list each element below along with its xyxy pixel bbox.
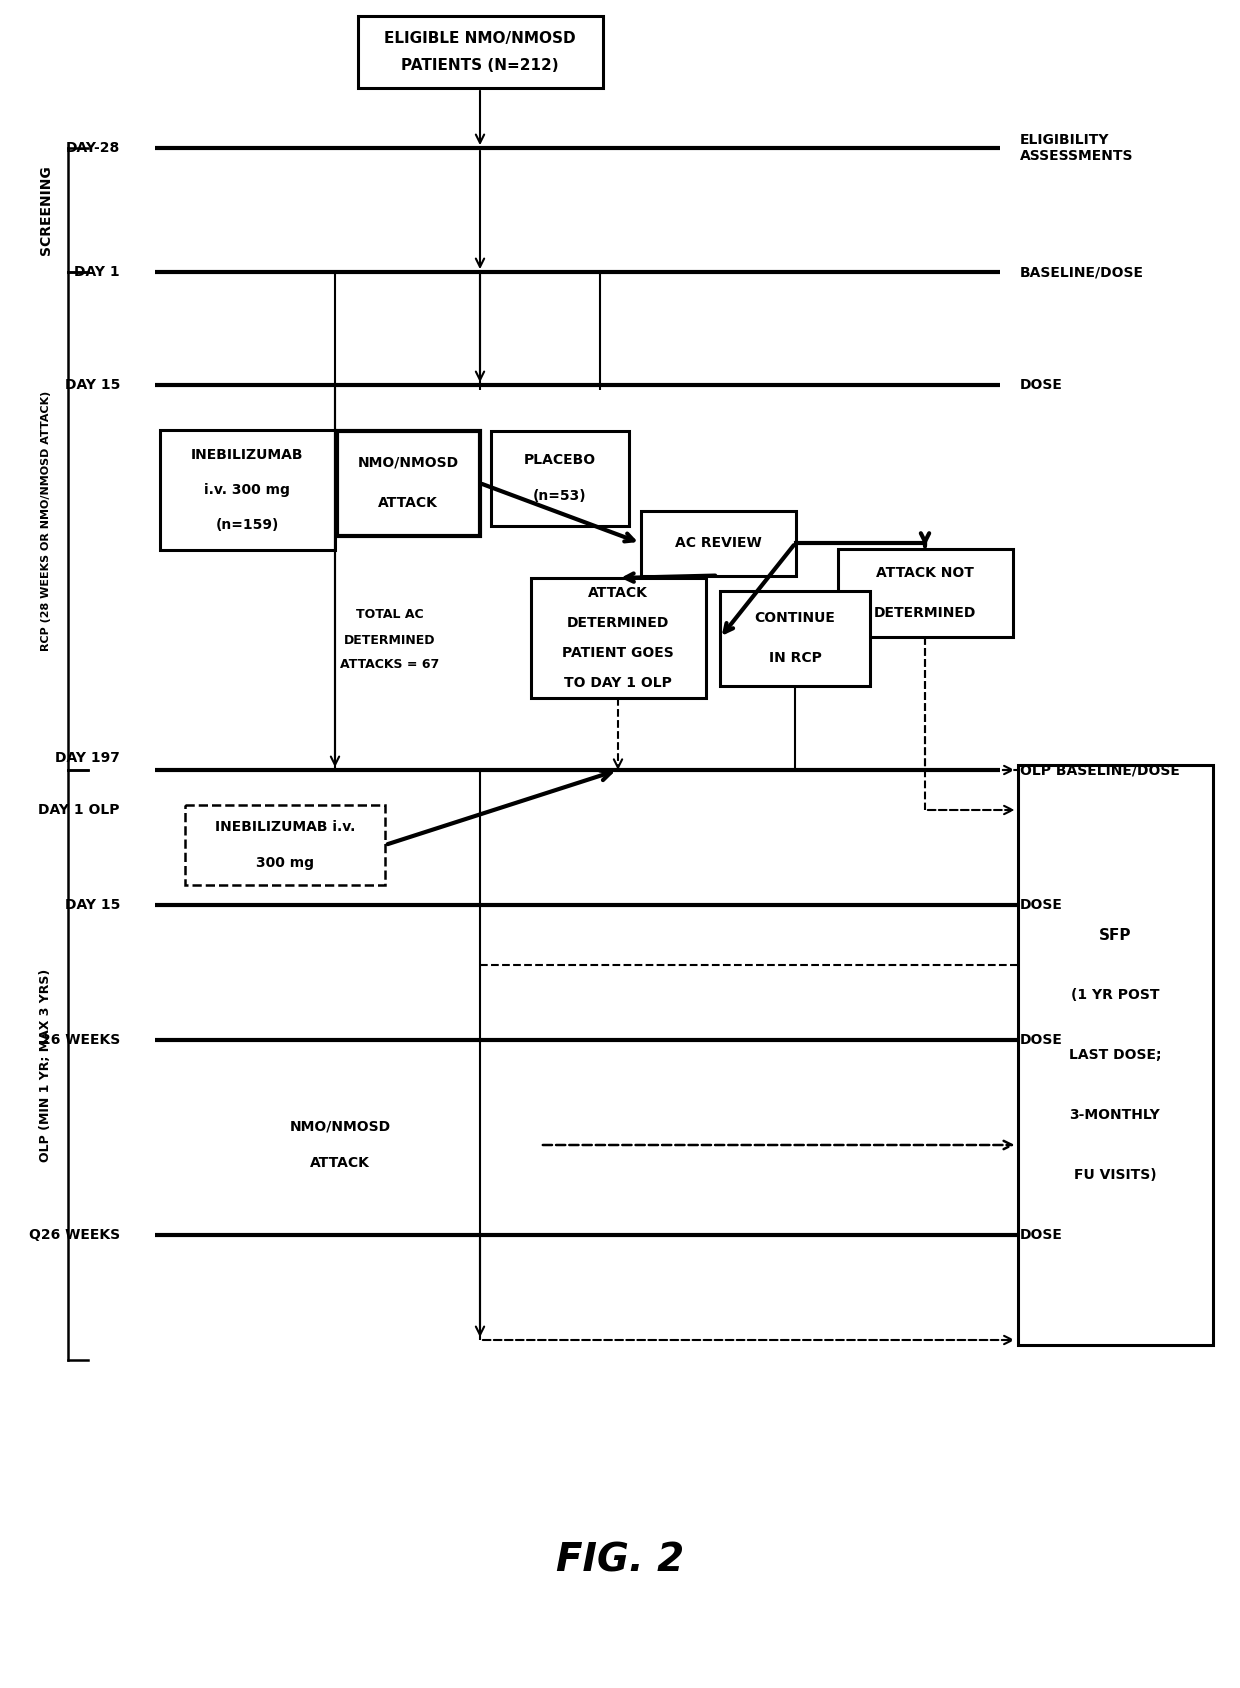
- FancyBboxPatch shape: [160, 430, 335, 550]
- Text: ELIGIBLE NMO/NMOSD: ELIGIBLE NMO/NMOSD: [384, 30, 575, 46]
- Text: INEBILIZUMAB: INEBILIZUMAB: [191, 447, 304, 463]
- FancyBboxPatch shape: [837, 549, 1013, 636]
- Text: CONTINUE: CONTINUE: [755, 611, 836, 625]
- Text: (n=53): (n=53): [533, 490, 587, 503]
- Text: DETERMINED: DETERMINED: [345, 633, 435, 647]
- Text: OLP BASELINE/DOSE: OLP BASELINE/DOSE: [1021, 763, 1180, 776]
- Text: RCP (28 WEEKS OR NMO/NMOSD ATTACK): RCP (28 WEEKS OR NMO/NMOSD ATTACK): [41, 392, 51, 652]
- Text: SFP: SFP: [1099, 927, 1131, 942]
- Text: DAY 1: DAY 1: [74, 265, 120, 279]
- FancyBboxPatch shape: [357, 15, 603, 88]
- Text: i.v. 300 mg: i.v. 300 mg: [205, 483, 290, 496]
- Text: DOSE: DOSE: [1021, 378, 1063, 392]
- Text: DAY-28: DAY-28: [66, 142, 120, 155]
- Text: ATTACKS = 67: ATTACKS = 67: [340, 658, 440, 672]
- Text: 26 WEEKS: 26 WEEKS: [41, 1033, 120, 1047]
- FancyBboxPatch shape: [720, 591, 870, 685]
- Text: NMO/NMOSD: NMO/NMOSD: [357, 456, 459, 469]
- Text: TOTAL AC: TOTAL AC: [356, 608, 424, 621]
- Text: ATTACK: ATTACK: [310, 1156, 370, 1170]
- Text: (1 YR POST: (1 YR POST: [1071, 987, 1159, 1003]
- Text: INEBILIZUMAB i.v.: INEBILIZUMAB i.v.: [215, 820, 355, 834]
- Text: ATTACK: ATTACK: [378, 496, 438, 510]
- Text: BASELINE/DOSE: BASELINE/DOSE: [1021, 265, 1145, 279]
- Text: IN RCP: IN RCP: [769, 652, 821, 665]
- FancyBboxPatch shape: [491, 430, 629, 525]
- Text: OLP (MIN 1 YR; MAX 3 YRS): OLP (MIN 1 YR; MAX 3 YRS): [40, 969, 52, 1161]
- Text: DETERMINED: DETERMINED: [567, 616, 670, 630]
- Text: SCREENING: SCREENING: [38, 165, 53, 255]
- Text: AC REVIEW: AC REVIEW: [675, 537, 761, 550]
- Text: DOSE: DOSE: [1021, 1033, 1063, 1047]
- Text: (n=159): (n=159): [216, 518, 279, 532]
- Text: PATIENT GOES: PATIENT GOES: [562, 647, 673, 660]
- FancyBboxPatch shape: [641, 510, 796, 576]
- Text: LAST DOSE;: LAST DOSE;: [1069, 1048, 1161, 1062]
- Text: ATTACK NOT: ATTACK NOT: [877, 565, 973, 581]
- Text: DAY 15: DAY 15: [64, 378, 120, 392]
- Text: DOSE: DOSE: [1021, 898, 1063, 912]
- FancyBboxPatch shape: [1018, 765, 1213, 1345]
- Text: PLACEBO: PLACEBO: [525, 452, 596, 468]
- Text: FIG. 2: FIG. 2: [556, 1541, 684, 1578]
- Text: DAY 15: DAY 15: [64, 898, 120, 912]
- Text: DETERMINED: DETERMINED: [874, 606, 976, 619]
- Text: ELIGIBILITY
ASSESSMENTS: ELIGIBILITY ASSESSMENTS: [1021, 133, 1133, 164]
- Text: DAY 197: DAY 197: [55, 751, 120, 765]
- Text: DAY 1 OLP: DAY 1 OLP: [38, 803, 120, 817]
- Text: FU VISITS): FU VISITS): [1074, 1168, 1157, 1182]
- Text: DOSE: DOSE: [1021, 1227, 1063, 1242]
- Text: TO DAY 1 OLP: TO DAY 1 OLP: [564, 675, 672, 690]
- Text: NMO/NMOSD: NMO/NMOSD: [289, 1121, 391, 1134]
- Text: 3-MONTHLY: 3-MONTHLY: [1070, 1107, 1161, 1123]
- FancyBboxPatch shape: [531, 577, 706, 699]
- Text: Q26 WEEKS: Q26 WEEKS: [29, 1227, 120, 1242]
- Text: ATTACK: ATTACK: [588, 586, 649, 599]
- FancyBboxPatch shape: [336, 430, 480, 535]
- Text: PATIENTS (N=212): PATIENTS (N=212): [402, 59, 559, 74]
- Text: 300 mg: 300 mg: [255, 856, 314, 869]
- FancyBboxPatch shape: [185, 805, 384, 885]
